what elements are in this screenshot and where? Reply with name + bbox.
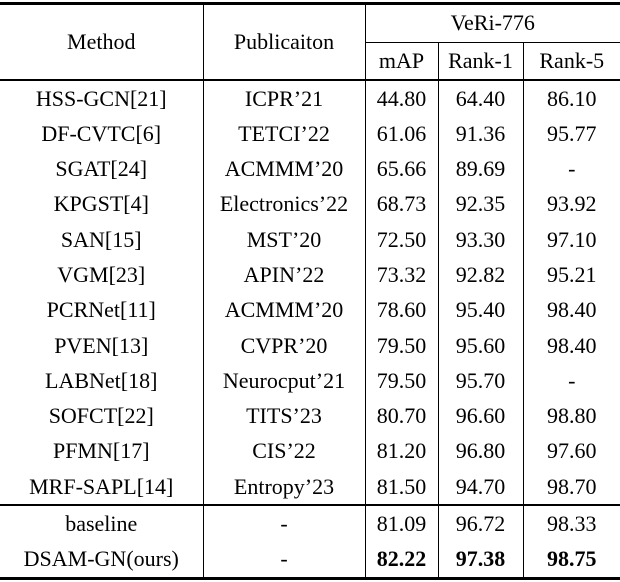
cell-method: VGM[23] (0, 257, 204, 293)
cell-rank5: 95.21 (547, 261, 597, 287)
cell-map: 81.50 (365, 469, 439, 506)
cell-method: PVEN[13] (0, 327, 204, 364)
table-row: PVEN[13] CVPR’20 79.50 95.60 98.40 (0, 327, 620, 364)
table-row: SGAT[24] ACMMM’20 65.66 89.69 - (0, 151, 620, 187)
cell-publication: MST’20 (203, 222, 366, 258)
cell-method: PFMN[17] (0, 433, 204, 470)
cell-map: 82.22 (365, 541, 439, 579)
cell-map: 61.06 (365, 116, 439, 152)
header-sub-row: mAP Rank-1 Rank-5 (0, 42, 620, 81)
cell-publication: - (203, 541, 366, 579)
cell-method: baseline (0, 504, 204, 542)
table-row: LABNet[18] Neurocput’21 79.50 95.70 - (0, 363, 620, 399)
cell-publication: CVPR’20 (203, 327, 366, 364)
cell-rank5: 98.40 (547, 297, 597, 323)
col-header-dataset-veri776: VeRi-776 (365, 3, 620, 43)
cell-rank1: 96.60 (438, 398, 524, 434)
table-row-baseline: baseline - 81.09 96.72 98.33 (0, 504, 620, 542)
cell-rank5: - (568, 156, 576, 182)
cell-rank1: 96.72 (438, 504, 524, 542)
col-header-map: mAP (365, 42, 439, 81)
cell-publication: ACMMM’20 (203, 292, 366, 328)
cell-rank1: 95.60 (438, 327, 524, 364)
table-row: PFMN[17] CIS’22 81.20 96.80 97.60 (0, 433, 620, 470)
cell-map: 79.50 (365, 363, 439, 399)
table-body: HSS-GCN[21] ICPR’21 44.80 64.40 86.10 DF… (0, 80, 620, 579)
col-header-rank5: Rank-5 (523, 42, 620, 81)
table-header: Method Publicaiton VeRi-776 mAP Rank-1 R… (0, 3, 620, 81)
cell-rank5: 97.60 (547, 438, 597, 464)
table-row: HSS-GCN[21] ICPR’21 44.80 64.40 86.10 (0, 80, 620, 117)
table-row: DF-CVTC[6] TETCI’22 61.06 91.36 95.77 (0, 116, 620, 152)
table-row: SAN[15] MST’20 72.50 93.30 97.10 (0, 222, 620, 258)
cell-rank1: 64.40 (438, 80, 524, 117)
table-row-ours: DSAM-GN(ours) - 82.22 97.38 98.75 (0, 541, 620, 579)
cell-rank1: 96.80 (438, 433, 524, 470)
cell-map: 44.80 (365, 80, 439, 117)
cell-publication: Entropy’23 (203, 469, 366, 506)
cell-rank5: 98.80 (547, 403, 597, 429)
cell-rank5: 95.77 (547, 120, 597, 146)
header-group-row: Method Publicaiton VeRi-776 (0, 3, 620, 81)
cell-rank1: 93.30 (438, 222, 524, 258)
cell-map: 72.50 (365, 222, 439, 258)
cell-map: 81.20 (365, 433, 439, 470)
cell-rank1: 94.70 (438, 469, 524, 506)
cell-rank1: 95.70 (438, 363, 524, 399)
cell-method: SOFCT[22] (0, 398, 204, 434)
cell-method: MRF-SAPL[14] (0, 469, 204, 506)
cell-method: DSAM-GN(ours) (0, 541, 204, 579)
cell-publication: - (203, 504, 366, 542)
cell-method: KPGST[4] (0, 186, 204, 223)
cell-rank5: 86.10 (547, 85, 597, 111)
cell-rank1: 92.82 (438, 257, 524, 293)
cell-rank1: 92.35 (438, 186, 524, 223)
cell-publication: ACMMM’20 (203, 151, 366, 187)
table-row: PCRNet[11] ACMMM’20 78.60 95.40 98.40 (0, 292, 620, 328)
cell-map: 80.70 (365, 398, 439, 434)
cell-rank5: 98.70 (547, 473, 597, 499)
cell-publication: APIN’22 (203, 257, 366, 293)
cell-method: PCRNet[11] (0, 292, 204, 328)
col-header-method: Method (0, 3, 204, 81)
cell-publication: CIS’22 (203, 433, 366, 470)
table-row: VGM[23] APIN’22 73.32 92.82 95.21 (0, 257, 620, 293)
cell-rank1: 95.40 (438, 292, 524, 328)
cell-rank1: 89.69 (438, 151, 524, 187)
cell-map: 81.09 (365, 504, 439, 542)
cell-rank1: 91.36 (438, 116, 524, 152)
table-row: SOFCT[22] TITS’23 80.70 96.60 98.80 (0, 398, 620, 434)
col-header-publication: Publicaiton (203, 3, 366, 81)
cell-method: LABNet[18] (0, 363, 204, 399)
cell-method: HSS-GCN[21] (0, 80, 204, 117)
col-header-rank1: Rank-1 (438, 42, 524, 81)
cell-rank5: 98.75 (547, 546, 597, 572)
table-row: KPGST[4] Electronics’22 68.73 92.35 93.9… (0, 186, 620, 223)
cell-publication: TITS’23 (203, 398, 366, 434)
cell-rank1: 97.38 (438, 541, 524, 579)
cell-rank5: - (568, 367, 576, 393)
cell-rank5: 97.10 (547, 226, 597, 252)
cell-publication: Neurocput’21 (203, 363, 366, 399)
cell-rank5: 98.40 (547, 332, 597, 358)
cell-publication: ICPR’21 (203, 80, 366, 117)
cell-map: 79.50 (365, 327, 439, 364)
table-row: MRF-SAPL[14] Entropy’23 81.50 94.70 98.7… (0, 469, 620, 506)
cell-publication: Electronics’22 (203, 186, 366, 223)
cell-publication: TETCI’22 (203, 116, 366, 152)
cell-map: 65.66 (365, 151, 439, 187)
cell-map: 78.60 (365, 292, 439, 328)
cell-method: SGAT[24] (0, 151, 204, 187)
cell-method: SAN[15] (0, 222, 204, 258)
cell-method: DF-CVTC[6] (0, 116, 204, 152)
cell-map: 68.73 (365, 186, 439, 223)
cell-rank5: 98.33 (523, 504, 620, 542)
cell-map: 73.32 (365, 257, 439, 293)
cell-rank5: 93.92 (547, 191, 597, 217)
